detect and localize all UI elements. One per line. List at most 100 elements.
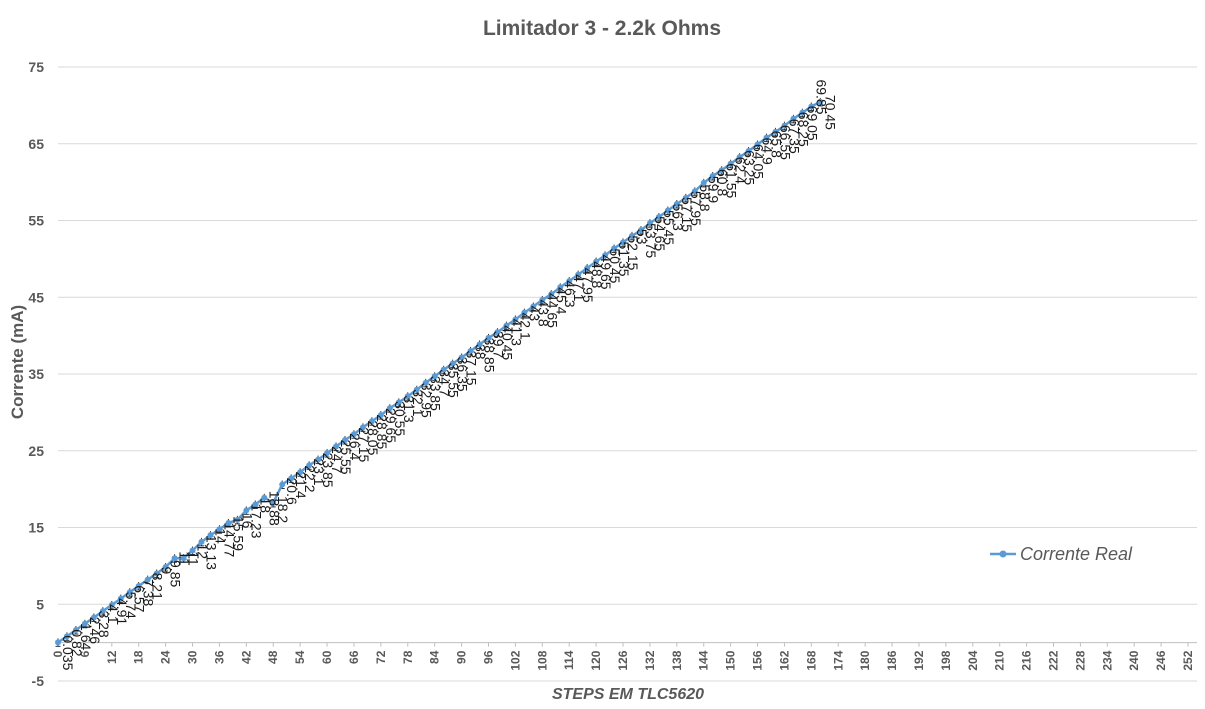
data-point	[324, 450, 331, 457]
data-point	[530, 303, 537, 310]
data-point	[593, 258, 600, 265]
data-label: 47.1	[571, 274, 587, 301]
data-point	[99, 608, 106, 615]
data-label: 22.2	[302, 465, 318, 492]
x-tick-label: 144	[697, 650, 711, 670]
data-point	[628, 232, 635, 239]
data-point	[252, 501, 259, 508]
x-tick-label: 18	[132, 650, 146, 664]
data-point	[584, 265, 591, 272]
data-label: 29.65	[383, 408, 399, 443]
data-label: 27.15	[356, 427, 372, 462]
data-label: 67.35	[786, 119, 802, 154]
data-label: 64.9	[760, 138, 776, 165]
x-tick-label: 66	[347, 650, 361, 664]
data-label: 40.45	[499, 325, 515, 360]
data-point	[602, 252, 609, 259]
data-point	[781, 122, 788, 129]
x-tick-label: 12	[105, 650, 119, 664]
data-point	[225, 519, 232, 526]
data-point	[153, 570, 160, 577]
x-tick-label: 210	[993, 650, 1007, 670]
data-point	[790, 115, 797, 122]
data-label: 14.77	[221, 522, 237, 557]
data-labels: 0.0350.821.642.463.284.14.915.746.577.38…	[60, 79, 838, 670]
data-label: 43.8	[535, 299, 551, 326]
data-label: 25.55	[338, 440, 354, 475]
x-tick-label: 60	[320, 650, 334, 664]
data-point	[180, 555, 187, 562]
data-point	[620, 239, 627, 246]
x-tick-label: 36	[212, 650, 226, 664]
data-label: 14	[212, 528, 228, 544]
data-point	[171, 555, 178, 562]
data-label: 21.4	[293, 471, 309, 498]
data-label: 4.1	[105, 604, 121, 624]
data-point	[350, 431, 357, 438]
data-point	[575, 271, 582, 278]
data-point	[333, 443, 340, 450]
data-label: 35.55	[446, 363, 462, 398]
data-point	[754, 141, 761, 148]
y-tick-label: 75	[28, 59, 44, 75]
data-label: 46.3	[562, 280, 578, 307]
x-tick-label: 216	[1020, 650, 1034, 670]
y-tick-label: 5	[36, 596, 44, 612]
data-label: 38	[473, 344, 489, 360]
data-point	[341, 437, 348, 444]
data-point	[646, 220, 653, 227]
data-label: 65.8	[769, 131, 785, 158]
data-point	[234, 516, 241, 523]
data-point	[763, 134, 770, 141]
x-tick-label: 0	[51, 650, 65, 657]
data-label: 52.15	[625, 235, 641, 270]
x-tick-label: 174	[831, 650, 845, 670]
data-point	[700, 179, 707, 186]
data-label: 58.8	[697, 184, 713, 211]
data-point	[135, 582, 142, 589]
data-label: 3.28	[96, 610, 112, 637]
data-label: 1.64	[78, 623, 94, 650]
x-tick-label: 222	[1047, 650, 1061, 670]
x-tick-label: 78	[401, 650, 415, 664]
x-tick-label: 198	[939, 650, 953, 670]
data-point	[207, 532, 214, 539]
data-point	[745, 148, 752, 155]
data-label: 18.88	[266, 491, 282, 526]
data-point	[144, 576, 151, 583]
data-point	[270, 499, 277, 506]
x-axis-label: STEPS EM TLC5620	[552, 686, 704, 703]
data-point	[117, 595, 124, 602]
data-point	[306, 462, 313, 469]
data-point	[243, 507, 250, 514]
data-label: 8.21	[150, 573, 166, 600]
data-point	[709, 172, 716, 179]
data-point	[413, 386, 420, 393]
data-label: 5.74	[123, 592, 139, 619]
y-tick-label: 45	[28, 289, 44, 305]
data-label: 7.38	[141, 579, 157, 606]
x-tick-label: 186	[885, 650, 899, 670]
data-label: 47.95	[580, 268, 596, 303]
x-tick-label: 252	[1181, 650, 1195, 670]
data-point	[261, 494, 268, 501]
data-label: 4.91	[114, 598, 130, 625]
data-label: 0.035	[60, 635, 76, 670]
data-label: 60.8	[715, 169, 731, 196]
data-label: 44.65	[544, 293, 560, 328]
data-label: 11	[186, 551, 202, 566]
data-point	[637, 227, 644, 234]
data-point	[548, 291, 555, 298]
data-point	[521, 309, 528, 316]
x-tick-label: 54	[293, 650, 307, 664]
data-label: 17.23	[248, 503, 264, 538]
x-tick-label: 108	[535, 650, 549, 670]
x-tick-label: 204	[966, 650, 980, 670]
data-point	[404, 393, 411, 400]
data-label: 16	[239, 513, 255, 529]
x-tick-label: 48	[266, 650, 280, 664]
data-label: 49.65	[598, 255, 614, 290]
data-label: 34.7	[437, 369, 453, 396]
data-point	[655, 214, 662, 221]
